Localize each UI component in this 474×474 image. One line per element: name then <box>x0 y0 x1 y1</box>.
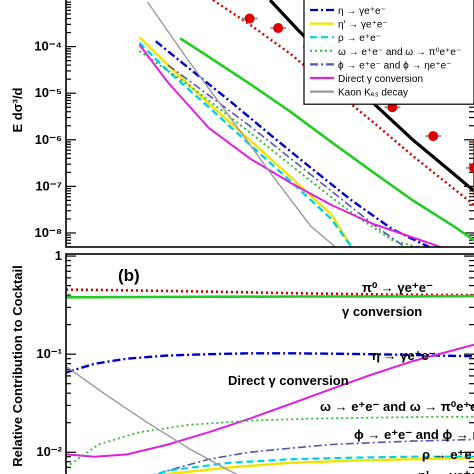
top-panel: E dσ³/d 10⁻⁴ 10⁻⁵ 10⁻⁶ 10⁻⁷ 10⁻⁸ η → γe⁺e⁻ η'… <box>10 0 474 248</box>
annotation-pi0: π⁰ → γe⁺e⁻ <box>362 280 433 295</box>
bottom-ytick-label: 10⁻² <box>36 444 62 459</box>
top-series-kaon <box>147 1 336 247</box>
bottom-series <box>66 288 474 474</box>
legend: η → γe⁺e⁻ η' → γe⁺e⁻ ρ → e⁺e⁻ ω → e⁺e⁻ and … <box>303 0 474 105</box>
data-point <box>428 131 439 142</box>
bottom-series-kaon <box>66 365 238 474</box>
bottom-frame <box>65 253 474 474</box>
data-point <box>244 13 255 24</box>
data-point <box>273 23 284 34</box>
annotation-omega: ω → e⁺e⁻ and ω → π⁰e⁺e⁻ <box>320 399 474 414</box>
top-series-eta <box>155 40 430 247</box>
top-series-gamma <box>179 37 474 242</box>
annotation-phi: ϕ → e⁺e⁻ and ϕ → ηe⁺e⁻ <box>354 427 474 442</box>
bottom-series-phi <box>156 438 474 474</box>
legend-box <box>303 0 474 105</box>
bottom-annotations: π⁰ → γe⁺e⁻ γ conversion η → γe⁺e⁻ Direct γ … <box>228 280 474 474</box>
bottom-series-pi0 <box>66 288 474 297</box>
legend-entry-label: ρ → e⁺e⁻ <box>338 33 381 44</box>
annotation-direct: Direct γ conversion <box>228 373 349 388</box>
top-series-direct <box>138 44 444 247</box>
top-ytick-label: 10⁻⁷ <box>35 178 62 193</box>
top-ytick-label: 10⁻⁴ <box>34 39 62 54</box>
bottom-series-rho <box>153 455 474 474</box>
top-frame <box>65 0 474 248</box>
top-ytick-label: 10⁻⁶ <box>35 132 62 147</box>
data-point <box>469 162 474 173</box>
top-ytick-label: 10⁻⁸ <box>35 225 62 240</box>
bottom-ytick-label: 1 <box>55 248 62 263</box>
legend-entry-label: Direct γ conversion <box>338 74 423 85</box>
annotation-rho: ρ → e⁺e⁻ <box>422 447 474 462</box>
bottom-series-etaprime <box>162 457 474 474</box>
bottom-series-omega <box>66 415 474 469</box>
top-ytick-label: 10⁻⁵ <box>35 85 62 100</box>
panel-label: (b) <box>118 266 140 285</box>
bottom-series-gamma <box>66 294 474 299</box>
bottom-ylabel: Relative Contribution to Cocktail <box>10 265 25 467</box>
legend-entry-label: η → γe⁺e⁻ <box>338 6 386 17</box>
annotation-etaprime: η' → γe⁺e⁻ <box>418 468 474 474</box>
legend-entry-label: η' → γe⁺e⁻ <box>338 20 388 31</box>
annotation-gamma: γ conversion <box>342 304 422 319</box>
top-series <box>138 0 474 247</box>
annotation-eta: η → γe⁺e⁻ <box>372 348 436 363</box>
bottom-y-ticks: 1 10⁻¹ 10⁻² <box>36 248 474 469</box>
bottom-ytick-label: 10⁻¹ <box>36 346 62 361</box>
bottom-panel: Relative Contribution to Cocktail 110⁻¹1… <box>10 248 474 474</box>
legend-entry-label: Kaon Kₑ₃ decay <box>338 88 408 99</box>
top-ylabel: E dσ³/d <box>10 87 25 132</box>
legend-entry-label: ϕ → e⁺e⁻ and ϕ → ηe⁺e⁻ <box>338 60 451 71</box>
bottom-series-eta <box>66 352 474 374</box>
bottom-series-direct <box>66 343 474 458</box>
legend-entry-label: ω → e⁺e⁻ and ω → π⁰e⁺e⁻ <box>338 47 461 58</box>
